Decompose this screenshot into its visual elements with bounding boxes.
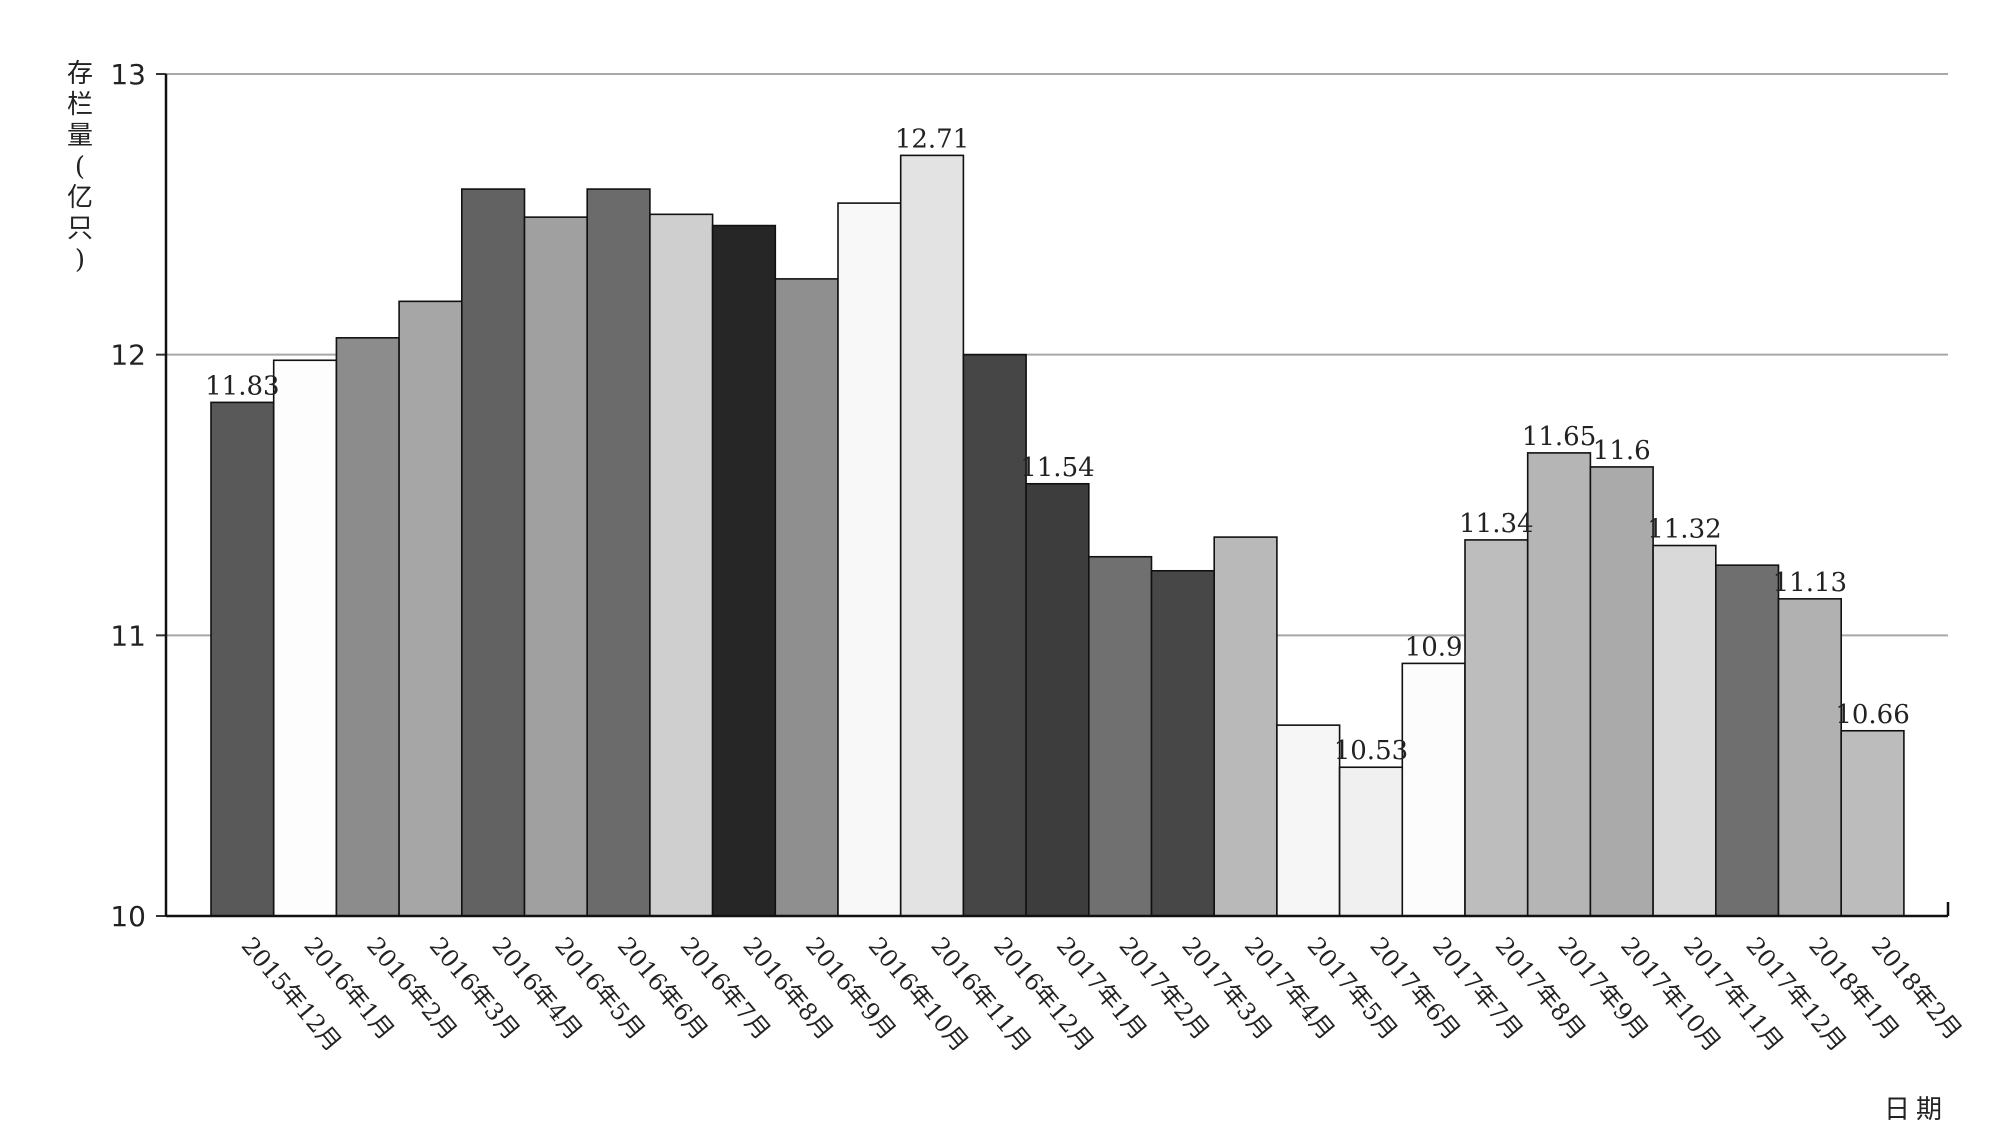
data-label: 11.32	[1647, 515, 1721, 545]
bar	[1338, 766, 1404, 917]
bar	[460, 188, 526, 917]
bar	[1213, 536, 1278, 917]
data-label: 11.13	[1773, 568, 1847, 598]
bar	[1088, 555, 1153, 917]
x-axis-category-labels: 2015年12月2016年1月2016年2月2016年3月2016年4月2016…	[236, 932, 1968, 1057]
y-tick-label: 10	[110, 900, 146, 933]
bar	[586, 188, 651, 917]
bar	[210, 401, 275, 917]
bar	[398, 300, 463, 917]
bar	[649, 213, 714, 917]
bar	[1401, 662, 1466, 917]
y-axis-ticks: 10 11 12 13	[110, 58, 166, 933]
bar	[837, 202, 902, 917]
axes	[164, 74, 1950, 918]
bar	[523, 216, 589, 917]
y-axis-title: 存栏量(亿只)	[67, 59, 93, 275]
bar	[1526, 452, 1592, 917]
y-tick-label: 12	[110, 339, 146, 372]
bar	[1150, 569, 1216, 917]
bar	[1276, 724, 1341, 917]
bar	[711, 224, 777, 917]
bar	[1840, 729, 1905, 917]
bar	[1777, 598, 1843, 917]
bar	[1025, 482, 1090, 917]
y-tick-label: 11	[110, 619, 146, 652]
bar	[1589, 466, 1654, 917]
data-label: 12.71	[895, 124, 969, 154]
data-label: 11.54	[1020, 453, 1094, 483]
bars	[210, 154, 1905, 917]
data-label: 10.9	[1405, 632, 1463, 662]
bar	[272, 359, 338, 917]
bar	[899, 154, 965, 917]
data-label: 11.34	[1459, 509, 1533, 539]
bar	[1715, 564, 1780, 917]
bar	[335, 337, 400, 917]
data-label: 11.83	[205, 371, 279, 401]
y-tick-label: 13	[110, 58, 146, 91]
bar	[1652, 544, 1717, 917]
data-label: 11.65	[1522, 422, 1596, 452]
bar	[1464, 539, 1529, 917]
data-label: 11.6	[1593, 436, 1651, 466]
bar	[774, 278, 839, 917]
data-label: 10.66	[1835, 700, 1909, 730]
bar	[962, 353, 1027, 917]
x-axis-title: 日期	[1884, 1095, 1948, 1125]
data-label: 10.53	[1334, 736, 1408, 766]
